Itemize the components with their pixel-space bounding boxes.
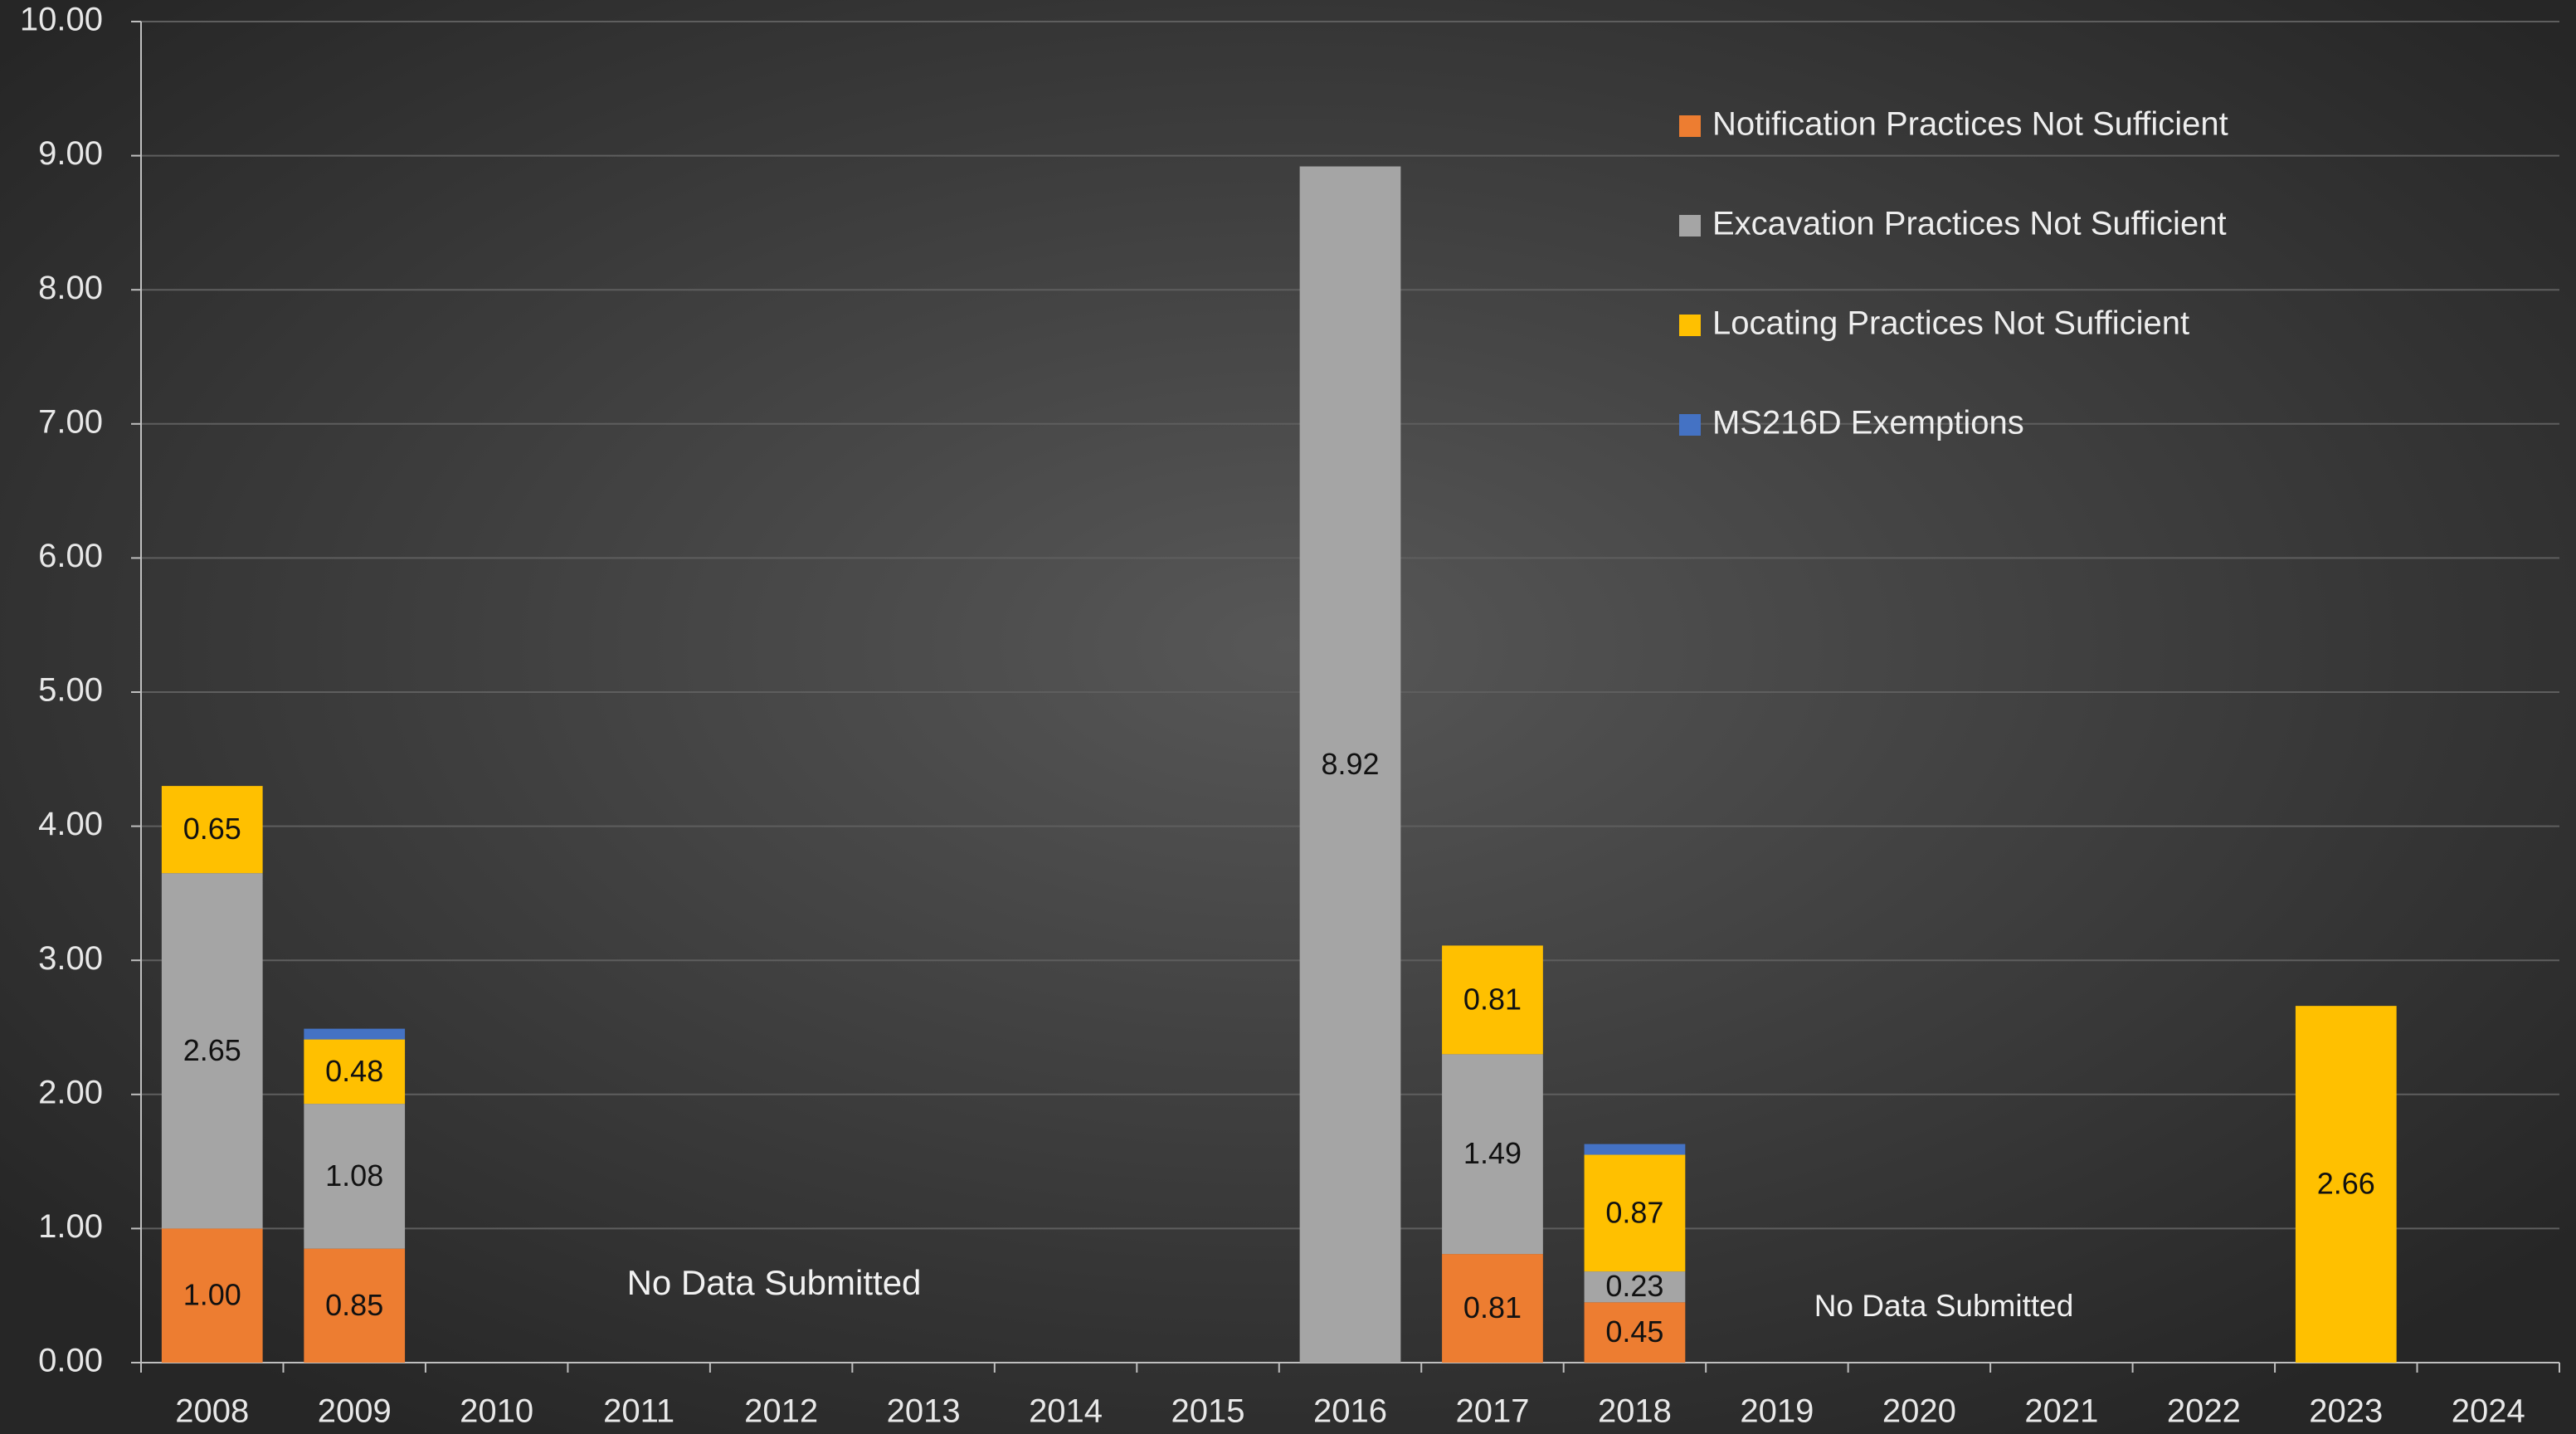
legend-swatch [1679, 414, 1701, 436]
x-tick-label: 2012 [744, 1393, 818, 1430]
data-label: 0.81 [1463, 1290, 1522, 1324]
x-tick-label: 2017 [1455, 1393, 1529, 1430]
y-tick-label: 5.00 [38, 672, 103, 709]
legend-swatch [1679, 115, 1701, 137]
y-tick-label: 6.00 [38, 538, 103, 574]
data-label: 0.85 [325, 1288, 383, 1322]
data-label: 2.65 [183, 1033, 241, 1067]
data-label: 0.81 [1463, 982, 1522, 1016]
annotation: No Data Submitted [1814, 1289, 2074, 1323]
y-tick-label: 2.00 [38, 1074, 103, 1110]
x-tick-label: 2019 [1740, 1393, 1814, 1430]
x-tick-label: 2023 [2309, 1393, 2383, 1430]
legend-label: Excavation Practices Not Sufficient [1712, 206, 2227, 242]
y-tick-label: 0.00 [38, 1343, 103, 1379]
x-tick-label: 2011 [603, 1393, 674, 1430]
y-tick-label: 7.00 [38, 403, 103, 440]
bar-segment [1442, 945, 1543, 1055]
bar-segment [304, 1039, 406, 1105]
x-tick-label: 2020 [1882, 1393, 1956, 1430]
x-tick-label: 2010 [460, 1393, 533, 1430]
bar-segment [304, 1104, 406, 1249]
y-tick-label: 3.00 [38, 940, 103, 977]
bar-segment [1584, 1144, 1686, 1155]
bar-segment [1584, 1271, 1686, 1303]
bar-segment [1299, 166, 1401, 1363]
legend-swatch [1679, 315, 1701, 336]
data-label: 1.08 [325, 1158, 383, 1193]
data-label: 2.66 [2317, 1167, 2375, 1201]
x-tick-label: 2013 [887, 1393, 961, 1430]
data-label: 8.92 [1321, 747, 1379, 781]
x-tick-label: 2014 [1029, 1393, 1103, 1430]
bar-segment [2295, 1006, 2397, 1363]
bar-segment [1584, 1154, 1686, 1272]
data-label: 1.00 [183, 1278, 241, 1312]
bar-segment [304, 1028, 406, 1040]
y-tick-label: 9.00 [38, 135, 103, 172]
x-tick-label: 2022 [2167, 1393, 2241, 1430]
data-label: 0.87 [1605, 1195, 1663, 1229]
data-label: 1.49 [1463, 1136, 1522, 1170]
x-tick-label: 2018 [1598, 1393, 1672, 1430]
data-label: 0.23 [1605, 1269, 1663, 1303]
bar-segment [304, 1248, 406, 1363]
y-tick-label: 8.00 [38, 270, 103, 306]
y-tick-label: 1.00 [38, 1208, 103, 1245]
legend-label: Locating Practices Not Sufficient [1712, 305, 2189, 342]
bar-segment [161, 786, 263, 874]
legend-swatch [1679, 215, 1701, 237]
data-label: 0.65 [183, 812, 241, 846]
bar-segment [1442, 1254, 1543, 1363]
annotation: No Data Submitted [627, 1263, 922, 1302]
x-tick-label: 2021 [2024, 1393, 2098, 1430]
x-tick-label: 2015 [1171, 1393, 1245, 1430]
bar-segment [161, 873, 263, 1229]
x-tick-label: 2008 [175, 1393, 249, 1430]
bar-segment [1442, 1054, 1543, 1255]
x-tick-label: 2009 [318, 1393, 392, 1430]
legend-label: MS216D Exemptions [1712, 405, 2024, 441]
data-label: 0.48 [325, 1054, 383, 1088]
bar-segment [1584, 1302, 1686, 1363]
legend-label: Notification Practices Not Sufficient [1712, 106, 2228, 143]
y-tick-label: 10.00 [20, 2, 103, 38]
y-tick-label: 4.00 [38, 806, 103, 842]
x-tick-label: 2024 [2452, 1393, 2525, 1430]
x-tick-label: 2016 [1313, 1393, 1387, 1430]
bar-segment [161, 1228, 263, 1363]
data-label: 0.45 [1605, 1314, 1663, 1349]
